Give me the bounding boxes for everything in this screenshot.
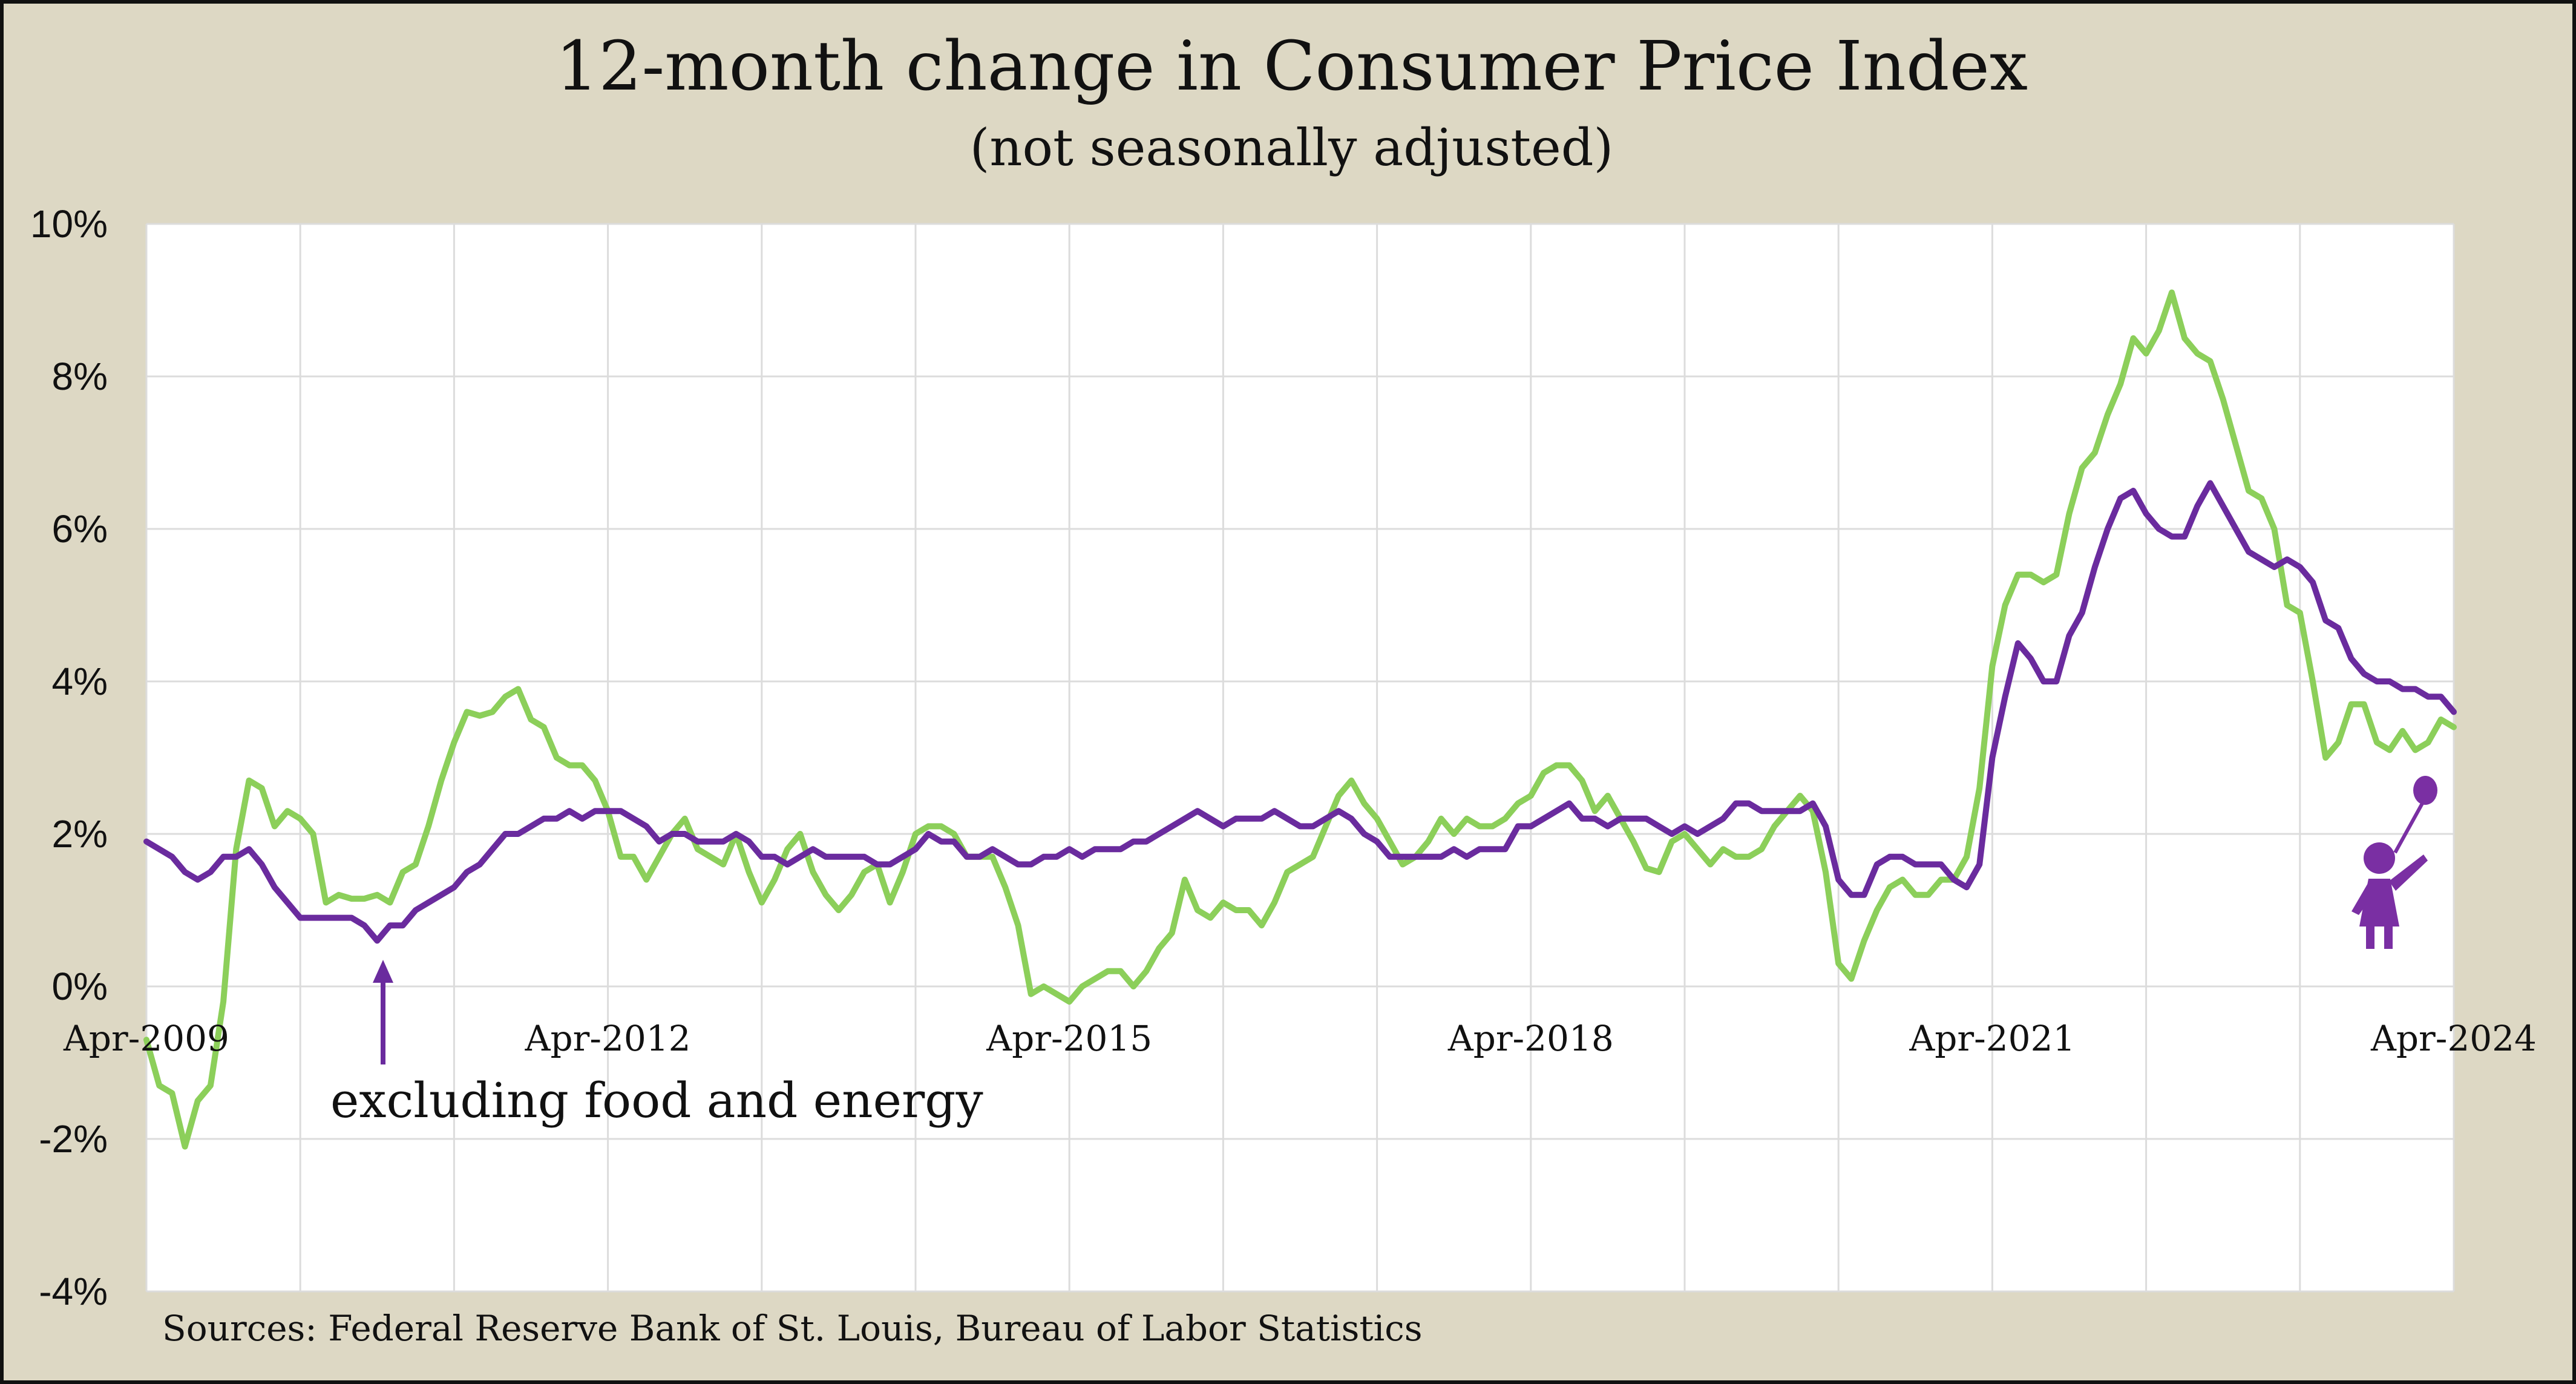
grid-lines [145,223,2455,1293]
annotation-text: excluding food and energy [330,1072,983,1129]
plot-area [146,224,2454,1291]
y-tick-label: 8% [52,355,108,398]
y-tick-label: 4% [52,660,108,703]
annotation-group: excluding food and energy [330,960,983,1129]
y-tick-label: 6% [52,507,108,551]
y-tick-label: 0% [52,965,108,1008]
x-tick-label: Apr-2015 [986,1018,1152,1059]
series-line-all-items [143,289,2457,1150]
x-tick-label: Apr-2018 [1447,1018,1614,1059]
y-tick-label: -2% [39,1117,108,1161]
y-tick-label: 10% [30,202,108,246]
chart-title: 12-month change in Consumer Price Index [555,27,2028,106]
x-tick-label: Apr-2021 [1909,1018,2075,1059]
x-tick-label: Apr-2024 [2370,1018,2537,1059]
series-lines [143,289,2457,1150]
x-tick-label: Apr-2012 [525,1018,691,1059]
girl-with-balloon-icon [2352,776,2437,949]
y-tick-label: -4% [39,1270,108,1313]
y-axis-ticks: -4% -2% 0% 2% 4% 6% 8% 10% [30,202,108,1313]
line-chart: -4%-2%0%2%4%6%8%10% Apr-2009 Apr-2012 Apr-… [30,202,2537,1313]
annotation-arrowhead [373,960,393,983]
y-tick-label: 2% [52,812,108,856]
x-axis-ticks: Apr-2009 Apr-2012 Apr-2015 Apr-2018 Apr-2021… [63,1018,2537,1059]
series-line-core [143,480,2457,944]
source-note: Sources: Federal Reserve Bank of St. Lou… [162,1308,1423,1349]
chart-subtitle: (not seasonally adjusted) [969,118,1614,177]
x-tick-label: Apr-2009 [63,1018,229,1059]
